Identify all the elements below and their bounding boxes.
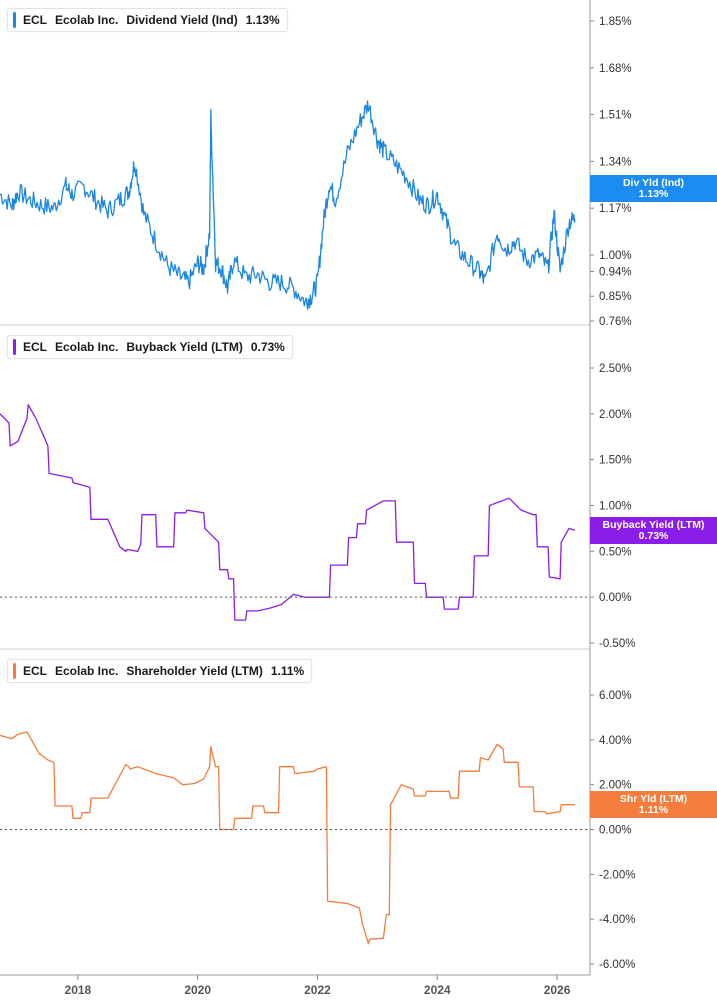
legend-buyback-yield: ECL Ecolab Inc. Buyback Yield (LTM) 0.73… <box>7 335 293 359</box>
x-tick-label: 2018 <box>65 983 92 997</box>
y-tick-label: -4.00% <box>599 914 635 926</box>
y-tick-label: 1.34% <box>599 156 632 168</box>
legend-metric: Buyback Yield (LTM) <box>126 340 243 354</box>
series-line <box>0 404 576 621</box>
value-tag-buyback: Buyback Yield (LTM) 0.73% <box>590 517 717 544</box>
legend-swatch-buyback <box>13 339 16 355</box>
x-tick-label: 2026 <box>544 983 571 997</box>
legend-company: Ecolab Inc. <box>55 664 119 678</box>
y-tick-label: 1.17% <box>599 203 632 215</box>
value-tag-label: Div Yld (Ind) <box>622 176 685 189</box>
legend-metric: Shareholder Yield (LTM) <box>126 664 263 678</box>
x-tick-label: 2020 <box>184 983 211 997</box>
legend-ticker: ECL <box>23 13 47 27</box>
legend-company: Ecolab Inc. <box>55 340 119 354</box>
x-tick-label: 2022 <box>304 983 331 997</box>
y-tick-label: 0.94% <box>599 266 632 278</box>
y-tick-label: 1.00% <box>599 501 632 513</box>
legend-company: Ecolab Inc. <box>55 13 119 27</box>
value-tag-shareholder: Shr Yld (LTM) 1.11% <box>590 791 717 818</box>
y-tick-label: -6.00% <box>599 959 635 971</box>
series-line <box>0 100 576 310</box>
y-tick-label: 2.00% <box>599 409 632 421</box>
value-tag-value: 1.13% <box>638 187 669 200</box>
y-tick-label: 0.76% <box>599 316 632 328</box>
y-tick-label: 0.50% <box>599 546 632 558</box>
legend-shareholder-yield: ECL Ecolab Inc. Shareholder Yield (LTM) … <box>7 659 313 683</box>
y-tick-label: 6.00% <box>599 690 632 702</box>
y-tick-label: 0.00% <box>599 592 632 604</box>
legend-value: 0.73% <box>250 340 285 354</box>
y-tick-label: 2.00% <box>599 780 632 792</box>
value-tag-label: Shr Yld (LTM) <box>619 792 688 805</box>
y-tick-label: 4.00% <box>599 735 632 747</box>
legend-swatch-dividend <box>13 12 16 28</box>
value-tag-label: Buyback Yield (LTM) <box>602 518 705 531</box>
y-tick-label: -0.50% <box>599 638 635 650</box>
legend-dividend-yield: ECL Ecolab Inc. Dividend Yield (Ind) 1.1… <box>7 8 288 32</box>
value-tag-value: 1.11% <box>638 803 669 816</box>
value-tag-dividend: Div Yld (Ind) 1.13% <box>590 175 717 202</box>
value-tag-value: 0.73% <box>638 529 669 542</box>
x-tick-label: 2024 <box>424 983 451 997</box>
y-tick-label: 1.50% <box>599 455 632 467</box>
legend-value: 1.11% <box>270 664 305 678</box>
legend-swatch-shareholder <box>13 663 16 679</box>
series-line <box>0 731 576 945</box>
y-tick-label: 0.85% <box>599 291 632 303</box>
legend-metric: Dividend Yield (Ind) <box>126 13 238 27</box>
legend-ticker: ECL <box>23 340 47 354</box>
y-tick-label: 1.68% <box>599 63 632 75</box>
y-tick-label: 1.85% <box>599 16 632 28</box>
y-tick-label: 2.50% <box>599 363 632 375</box>
line-layer <box>0 100 576 945</box>
y-tick-label: 0.00% <box>599 825 632 837</box>
y-tick-label: 1.51% <box>599 110 632 122</box>
y-tick-label: 1.00% <box>599 250 632 262</box>
axis-layer: 1.85% 1.68% 1.51% 1.34% 1.17% 1.00% 0.94% 0.85%… <box>0 0 635 997</box>
legend-value: 1.13% <box>245 13 280 27</box>
y-tick-label: -2.00% <box>599 869 635 881</box>
legend-ticker: ECL <box>23 664 47 678</box>
